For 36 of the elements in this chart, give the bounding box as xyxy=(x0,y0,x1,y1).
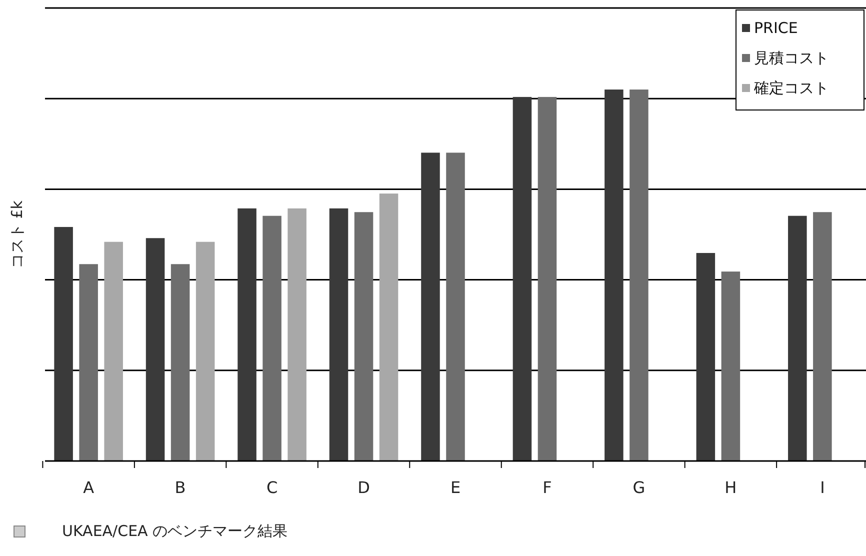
bar xyxy=(262,216,282,461)
bar xyxy=(288,208,306,461)
bar xyxy=(446,152,465,461)
x-tick-label: D xyxy=(358,478,370,497)
bar xyxy=(170,264,190,461)
bar xyxy=(354,212,374,461)
bar xyxy=(196,242,215,461)
bar xyxy=(329,208,348,461)
x-tick-label: A xyxy=(83,478,94,497)
bar xyxy=(604,90,624,461)
bar xyxy=(788,216,807,461)
bar xyxy=(630,90,648,461)
x-tick-label: E xyxy=(450,478,461,497)
legend-label: 見積コスト xyxy=(754,49,829,67)
bar xyxy=(721,272,740,461)
y-axis-title: コスト £k xyxy=(8,200,26,268)
bar xyxy=(538,96,557,461)
bar xyxy=(79,264,98,461)
bar xyxy=(54,226,73,461)
x-tick-label: G xyxy=(632,478,646,497)
x-tick-label: B xyxy=(174,478,186,497)
bar xyxy=(813,212,832,461)
x-tick-label: C xyxy=(266,478,278,497)
bar xyxy=(146,238,165,461)
bar xyxy=(379,194,398,461)
bar xyxy=(238,208,256,461)
bar xyxy=(696,252,716,461)
x-tick-label: H xyxy=(724,478,737,497)
bar xyxy=(104,242,123,461)
legend-label: PRICE xyxy=(754,19,798,37)
legend-label: 確定コスト xyxy=(753,79,829,97)
x-tick-label: F xyxy=(542,478,552,497)
bar xyxy=(421,152,440,461)
x-tick-label: I xyxy=(820,478,825,497)
bar xyxy=(512,96,532,461)
text: UKAEA/CEA のベンチマーク結果 xyxy=(62,522,288,540)
